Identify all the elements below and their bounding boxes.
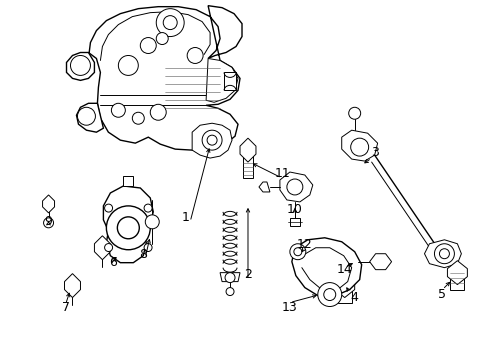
Circle shape (350, 138, 368, 156)
Polygon shape (369, 254, 391, 270)
Circle shape (207, 135, 217, 145)
Polygon shape (88, 6, 242, 150)
Circle shape (225, 288, 234, 296)
Polygon shape (94, 236, 110, 260)
Circle shape (106, 206, 150, 250)
Circle shape (286, 179, 302, 195)
Circle shape (317, 283, 341, 306)
Circle shape (433, 244, 453, 264)
Text: 2: 2 (244, 268, 251, 281)
Circle shape (144, 244, 152, 252)
Text: 1: 1 (181, 211, 189, 224)
Circle shape (156, 9, 184, 37)
Polygon shape (279, 172, 312, 202)
Circle shape (293, 248, 301, 256)
Circle shape (118, 55, 138, 75)
Polygon shape (103, 186, 153, 263)
Polygon shape (42, 195, 55, 213)
Text: 14: 14 (336, 263, 352, 276)
Text: 13: 13 (282, 301, 297, 314)
Circle shape (202, 130, 222, 150)
Circle shape (104, 244, 112, 252)
Circle shape (439, 249, 448, 259)
Polygon shape (334, 274, 354, 298)
Polygon shape (205, 58, 238, 102)
Polygon shape (192, 123, 232, 158)
Polygon shape (76, 103, 103, 132)
Text: 12: 12 (296, 238, 312, 251)
Polygon shape (220, 273, 240, 282)
Text: 5: 5 (438, 288, 446, 301)
Circle shape (111, 103, 125, 117)
Polygon shape (424, 240, 461, 268)
Polygon shape (291, 238, 361, 296)
Circle shape (145, 215, 159, 229)
Polygon shape (243, 146, 252, 178)
Polygon shape (64, 274, 81, 298)
Text: 9: 9 (44, 215, 52, 228)
Circle shape (140, 37, 156, 54)
Circle shape (70, 55, 90, 75)
Polygon shape (289, 218, 299, 226)
Polygon shape (240, 138, 255, 162)
Text: 4: 4 (350, 291, 358, 304)
Polygon shape (259, 182, 269, 192)
Circle shape (132, 112, 144, 124)
Text: 11: 11 (274, 167, 290, 180)
Circle shape (323, 289, 335, 301)
Circle shape (77, 107, 95, 125)
Polygon shape (337, 282, 351, 302)
Circle shape (348, 107, 360, 119)
Text: 3: 3 (370, 145, 378, 159)
Polygon shape (449, 269, 464, 289)
Circle shape (224, 273, 235, 283)
Circle shape (187, 48, 203, 63)
Polygon shape (123, 176, 133, 186)
Polygon shape (66, 53, 94, 80)
Circle shape (144, 204, 152, 212)
Text: 8: 8 (139, 248, 147, 261)
Circle shape (150, 104, 166, 120)
Text: 7: 7 (61, 301, 69, 314)
Polygon shape (224, 72, 236, 90)
Circle shape (117, 217, 139, 239)
Circle shape (43, 218, 53, 228)
Circle shape (156, 32, 168, 45)
Text: 10: 10 (286, 203, 302, 216)
Circle shape (104, 204, 112, 212)
Polygon shape (447, 261, 467, 285)
Text: 6: 6 (109, 256, 117, 269)
Circle shape (289, 244, 305, 260)
Polygon shape (341, 130, 377, 161)
Circle shape (163, 15, 177, 30)
